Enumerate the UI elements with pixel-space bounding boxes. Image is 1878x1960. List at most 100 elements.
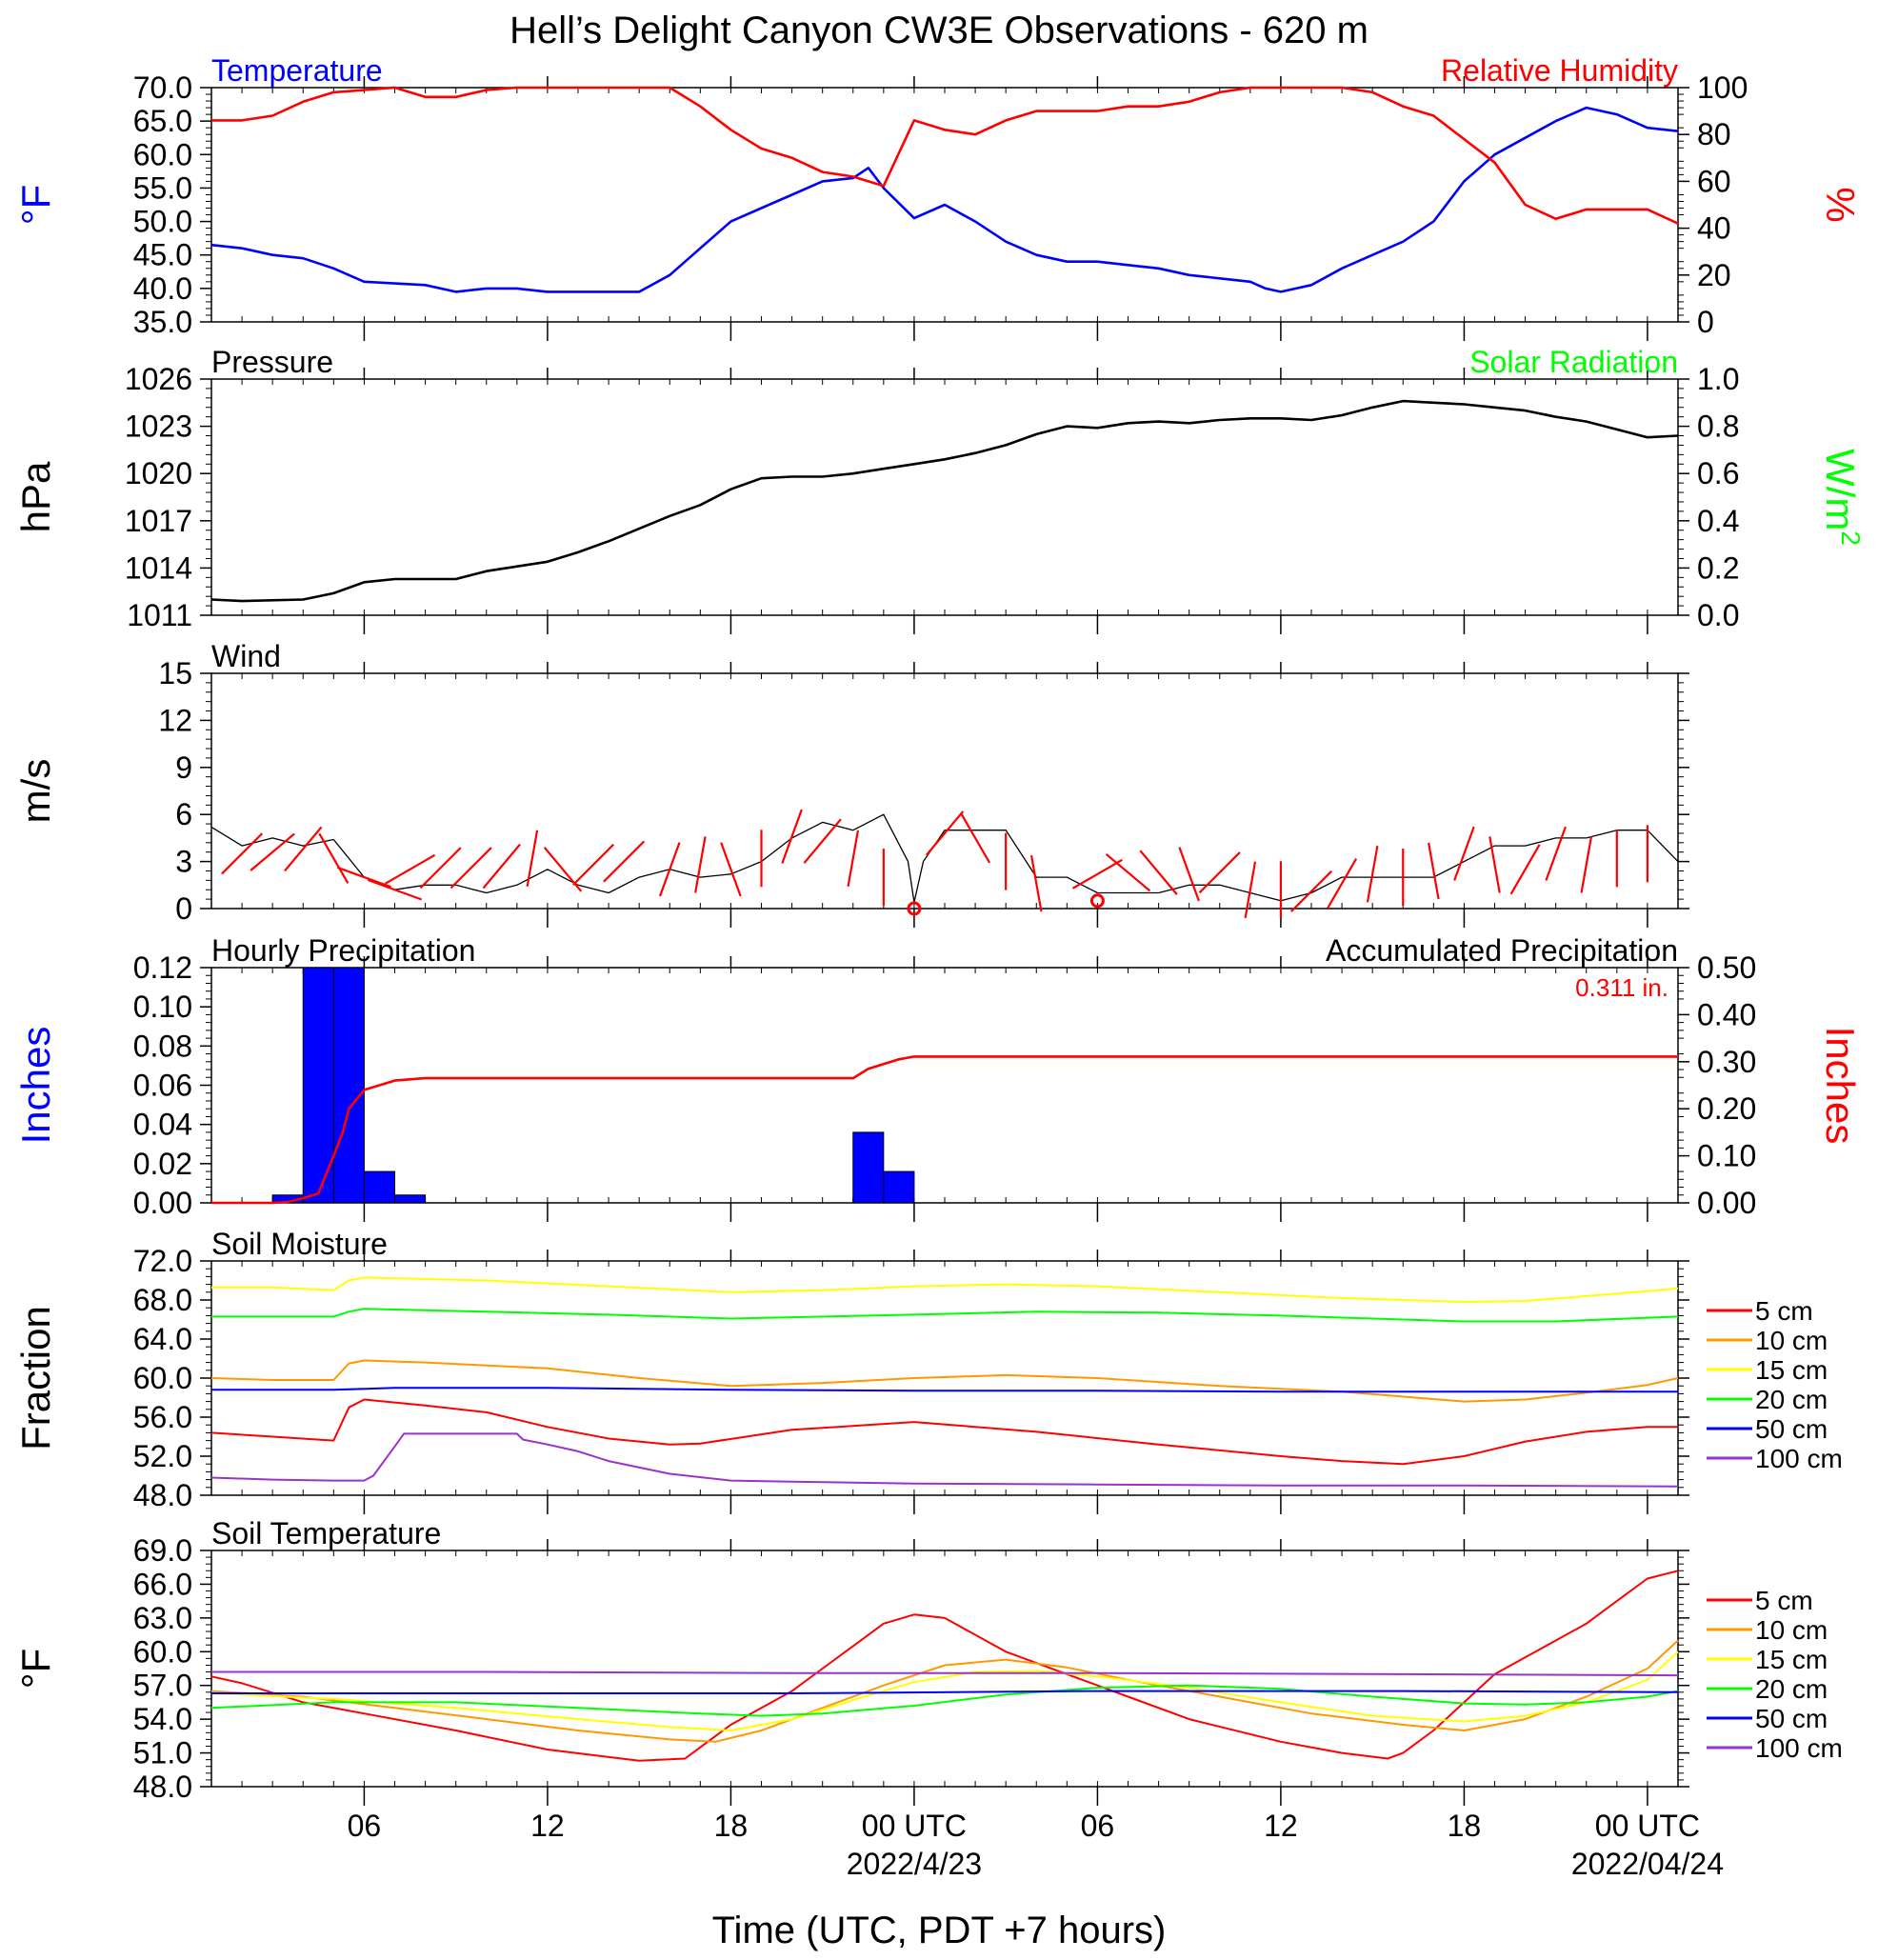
y-tick-label: 9 [175,750,192,785]
wind-barb [1198,851,1241,894]
series-line-temperature [210,106,1679,293]
y-tick-label: 57.0 [133,1669,192,1703]
y-right-tick-label: 0.6 [1697,456,1739,490]
series-line-5-cm [210,1570,1679,1762]
y-tick-label: 1020 [125,456,192,490]
y-tick-label: 0.02 [133,1147,192,1181]
y-tick-label: 54.0 [133,1702,192,1736]
series-line-100-cm [210,1432,1679,1488]
y-tick-label: 56.0 [133,1400,192,1434]
figure-title: Hell’s Delight Canyon CW3E Observations … [509,10,1369,51]
precip-bar [852,1131,885,1204]
precip-bar [363,1170,395,1204]
wind-barb [1366,846,1379,903]
wind-barb [221,832,264,875]
y-right-tick-label: 0.40 [1697,997,1756,1031]
legend-label: 20 cm [1755,1385,1828,1414]
wind-barb [318,832,350,884]
wind-barb [367,878,423,901]
y-tick-label: 52.0 [133,1439,192,1473]
y-right-tick-label: 0.30 [1697,1045,1756,1079]
y-tick-label: 45.0 [133,238,192,272]
y-tick-label: 55.0 [133,170,192,205]
wind-barb [720,842,742,897]
x-tick-label: 06 [348,1809,382,1843]
wind-barb [1580,836,1593,893]
wind-barb [1139,850,1178,895]
y-axis-label-right: % [1818,187,1863,222]
y-tick-label: 50.0 [133,205,192,239]
wind-barb [1071,858,1123,890]
y-tick-label: 60.0 [133,1634,192,1669]
date-label: 2022/4/23 [847,1847,982,1881]
panel-precip: 0.00 0.02 0.04 0.06 0.08 0.10 0.12 0.00 0.10 0.20… [13,933,1863,1222]
wind-barb [450,847,492,890]
wind-barb [925,810,965,856]
precip-bar [332,967,365,1204]
y-axis-label-right-base: W/m [1818,449,1863,530]
y-axis-label-left: hPa [13,461,58,532]
y-right-tick-label: 20 [1697,258,1731,292]
wind-barb [419,847,462,890]
y-right-tick-label: 0.20 [1697,1091,1756,1126]
wind-barb [526,830,539,888]
wind-barb [1453,826,1475,881]
panel-soil_moisture: 48.0 52.0 56.0 60.0 64.0 68.0 72.0 Soil Moistur… [13,1227,1843,1514]
y-axis-label-left: m/s [13,759,58,824]
y-tick-label: 65.0 [133,104,192,138]
wind-barb [336,866,391,889]
x-tick-label: 00 UTC [862,1809,967,1843]
wind-barb [694,836,707,893]
x-tick-label: 06 [1081,1809,1115,1843]
y-tick-label: 51.0 [133,1736,192,1770]
y-tick-label: 1026 [125,362,192,396]
y-right-tick-label: 0.8 [1697,410,1739,444]
series-line-10-cm [210,1639,1679,1743]
y-axis-label-left: °F [13,185,58,225]
legend-label: 5 cm [1755,1586,1813,1615]
y-right-tick-label: 0.10 [1697,1139,1756,1173]
y-tick-label: 60.0 [133,137,192,171]
y-tick-label: 0.12 [133,950,192,985]
precip-bar [394,1194,427,1204]
y-axis-label-right: W/m2 [1818,449,1866,546]
wind-barb [250,832,295,871]
y-tick-label: 0.00 [133,1186,192,1220]
wind-barb [1545,826,1567,881]
series-line-accumulated-precipitation [211,1055,1678,1205]
x-axis-label: Time (UTC, PDT +7 hours) [712,1910,1167,1951]
y-tick-label: 1014 [125,550,192,585]
series-line-15-cm [210,1650,1679,1731]
accumulated-total: 0.311 in. [1575,973,1668,1002]
legend-label: 100 cm [1755,1733,1843,1763]
panel-title-right: Solar Radiation [1469,345,1678,379]
wind-barb [385,853,436,885]
panels: 35.040.045.050.055.060.065.070.002040608… [13,53,1866,1881]
y-axis-label-right: Inches [1818,1027,1863,1145]
legend-label: 15 cm [1755,1645,1828,1674]
y-tick-label: 6 [175,797,192,831]
panel-soil_temperature: 48.051.054.057.060.063.066.069.0 Soil Tem… [13,1516,1843,1881]
wind-barb [572,843,615,886]
wind-barb [1244,861,1257,918]
y-tick-label: 0.08 [133,1029,192,1063]
y-right-tick-label: 0.2 [1697,550,1739,585]
panel-title-right: Accumulated Precipitation [1326,933,1678,968]
series-line-wind-speed [210,813,1679,904]
wind-barb [543,847,583,892]
wind-barb [1509,844,1541,895]
wind-barb [847,830,860,888]
x-tick-label: 12 [530,1809,565,1843]
y-right-tick-label: 100 [1697,70,1748,105]
y-tick-label: 64.0 [133,1322,192,1356]
y-tick-label: 3 [175,845,192,879]
y-axis-label-left: Fraction [13,1306,58,1450]
plot-frame [210,1260,1679,1496]
y-right-tick-label: 0.4 [1697,504,1739,538]
y-tick-label: 63.0 [133,1601,192,1635]
wind-barb [803,818,842,864]
wind-barb [960,812,991,864]
y-tick-label: 1023 [125,410,192,444]
y-axis-label-right-sup: 2 [1836,530,1866,546]
y-tick-label: 70.0 [133,70,192,105]
